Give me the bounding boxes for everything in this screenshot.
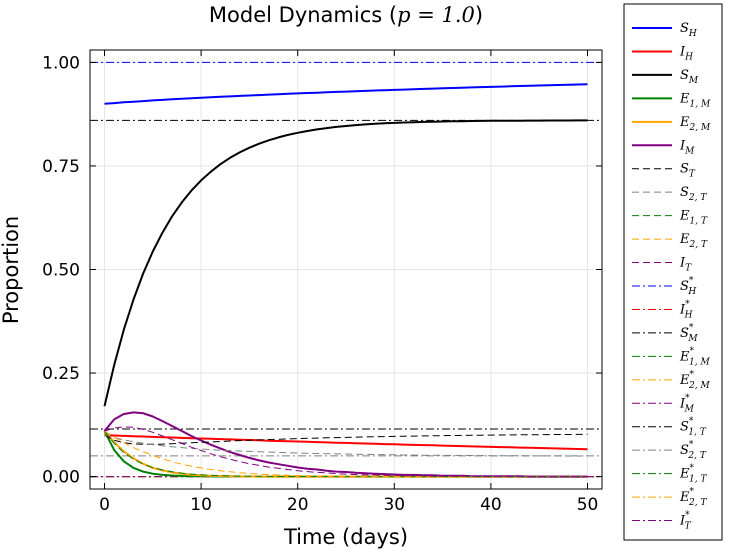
x-tick-label: 20: [287, 495, 309, 515]
i-m-line: [105, 412, 588, 476]
x-tick-label: 10: [190, 495, 212, 515]
y-tick-label: 0.50: [42, 261, 80, 281]
chart-title: Model Dynamics (p = 1.0): [209, 3, 483, 27]
x-tick-label: 40: [480, 495, 502, 515]
x-tick-label: 50: [577, 495, 599, 515]
legend-box: [624, 4, 722, 540]
y-axis-label: Proportion: [0, 216, 23, 324]
s-m-line: [105, 120, 588, 406]
y-tick-label: 0.25: [42, 364, 80, 384]
x-axis-label: Time (days): [283, 525, 408, 549]
y-tick-label: 0.75: [42, 157, 80, 177]
series-lines: [105, 84, 588, 476]
x-tick-label: 30: [383, 495, 405, 515]
s-h-line: [105, 84, 588, 104]
y-tick-label: 1.00: [42, 53, 80, 73]
y-tick-label: 0.00: [42, 468, 80, 488]
x-tick-label: 0: [99, 495, 110, 515]
